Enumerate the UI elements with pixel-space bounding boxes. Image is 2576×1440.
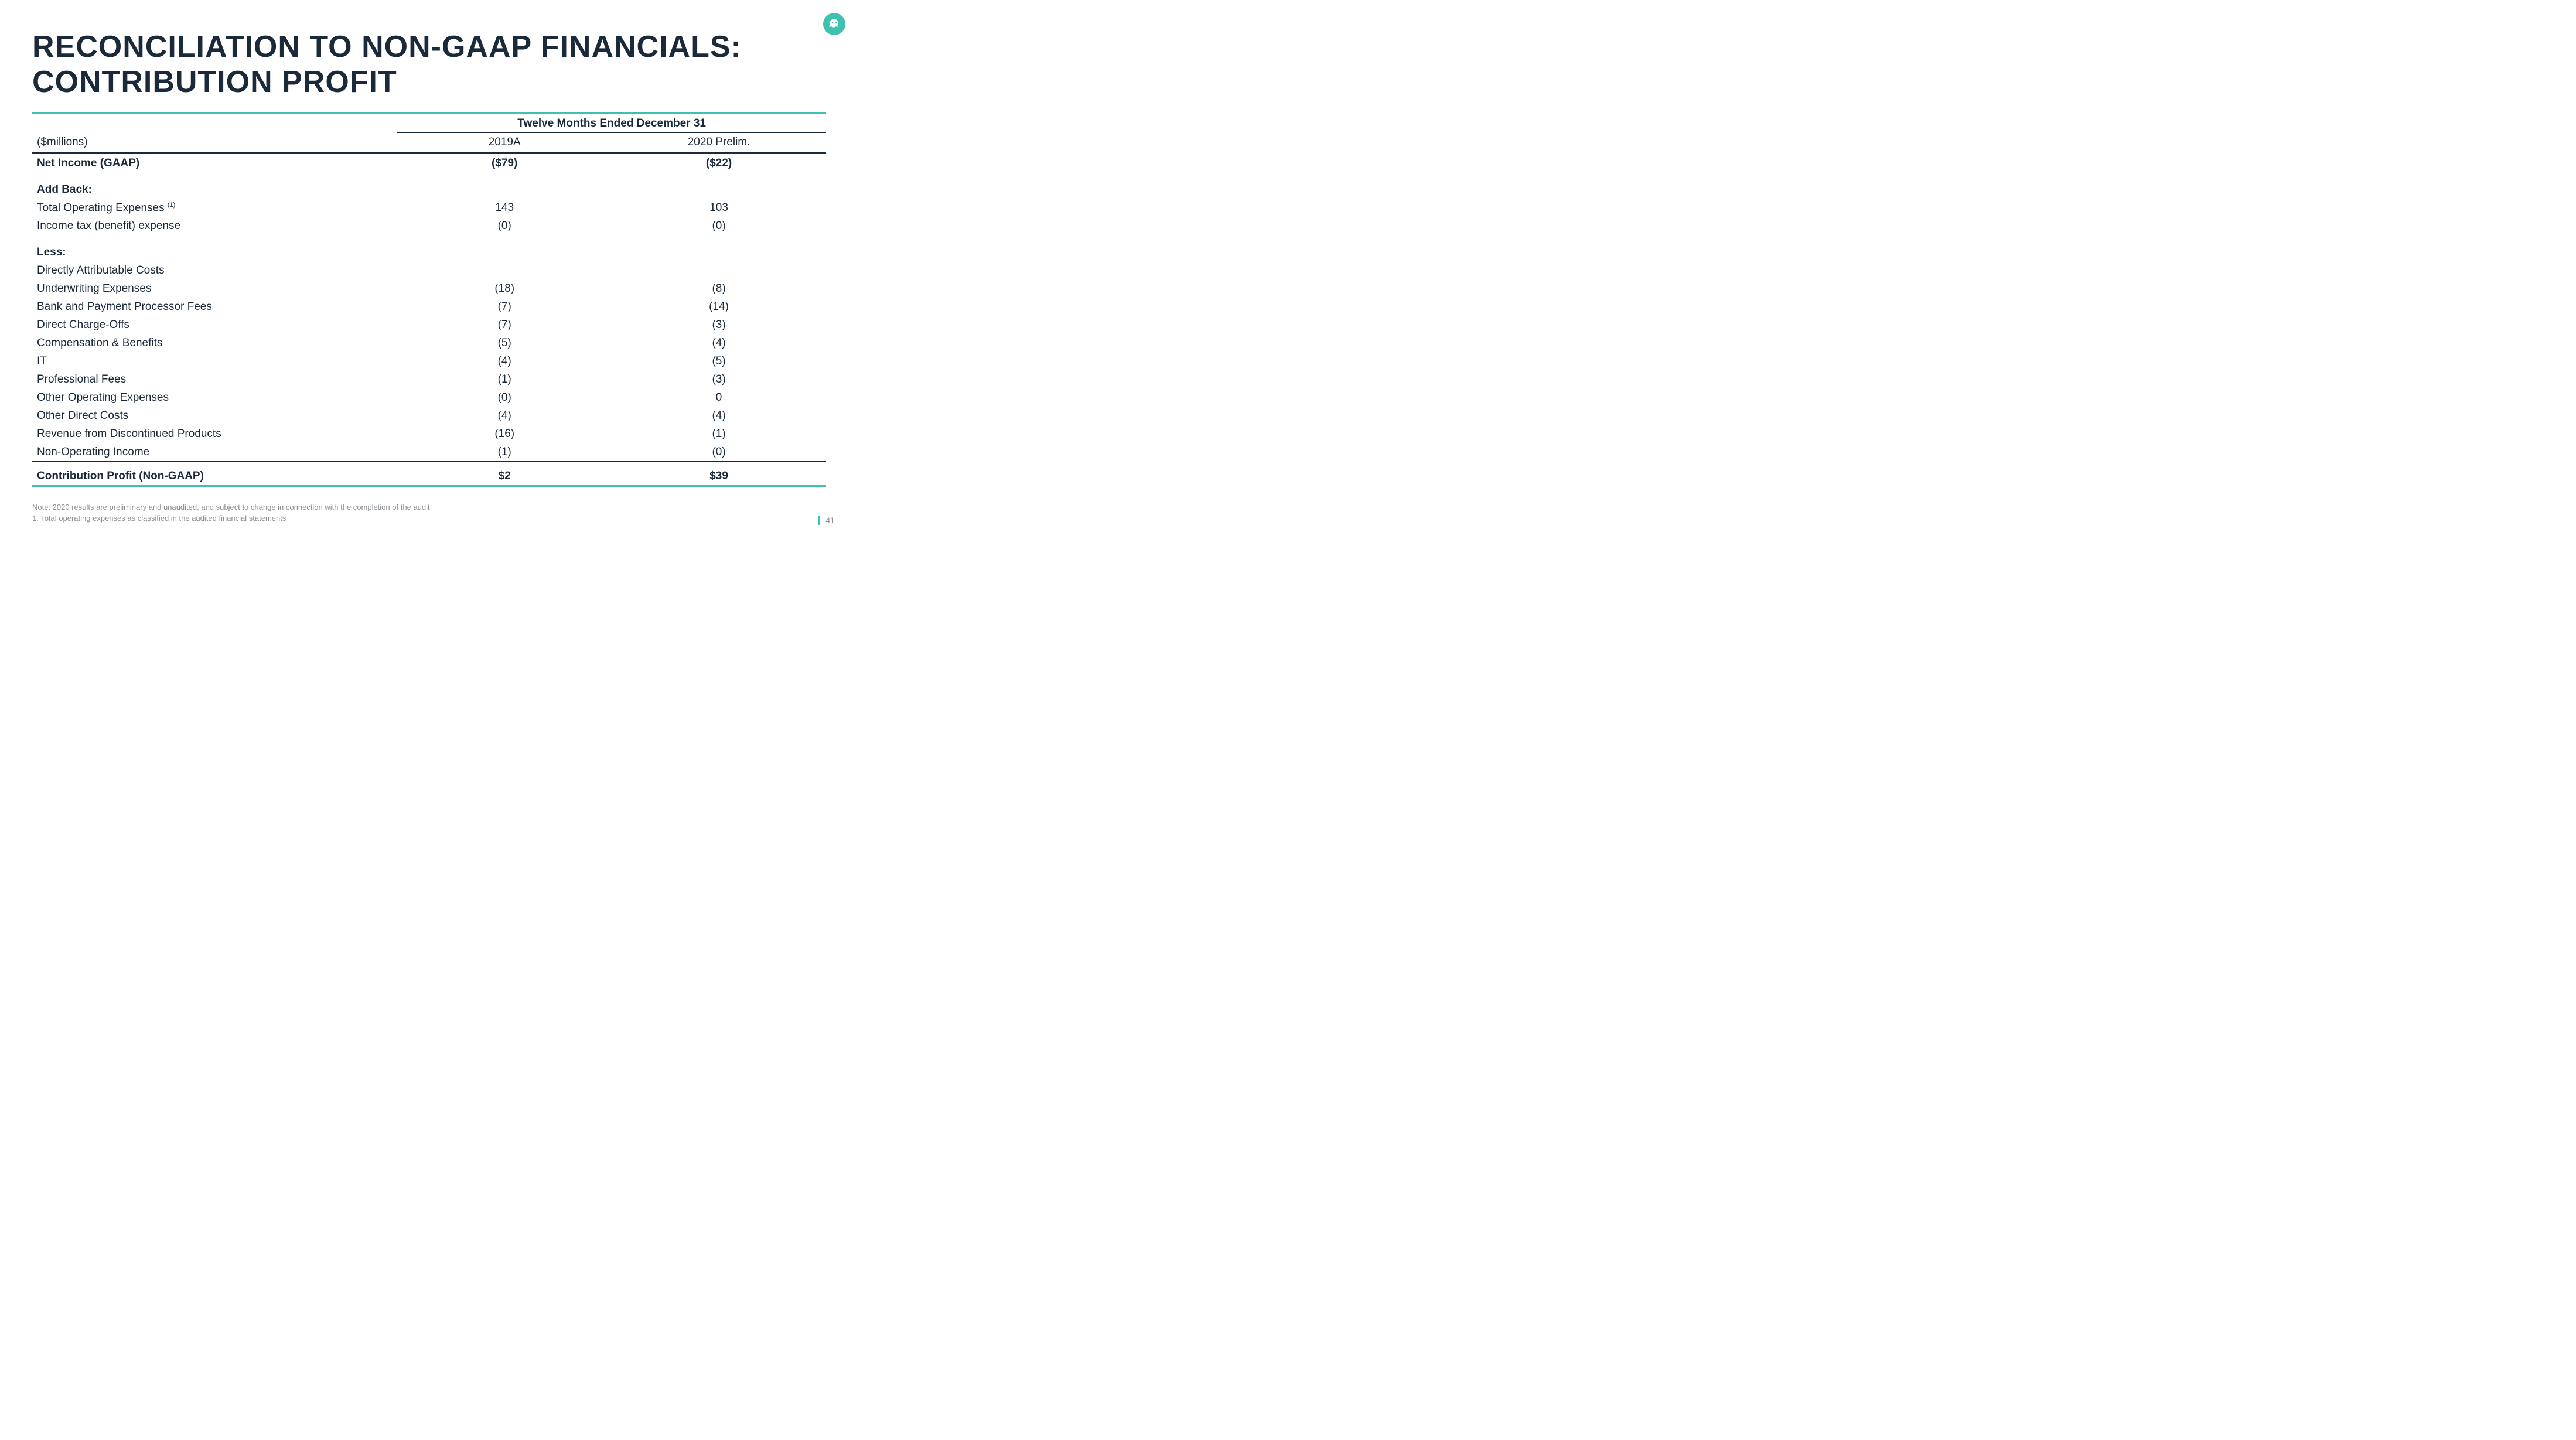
table-row: Non-Operating Income(1)(0) <box>32 443 826 462</box>
table-row: Compensation & Benefits(5)(4) <box>32 334 826 352</box>
row-value: (18) <box>397 279 612 298</box>
row-value: (0) <box>612 443 826 462</box>
page-title: RECONCILIATION TO NON-GAAP FINANCIALS: C… <box>32 29 826 100</box>
row-label: Directly Attributable Costs <box>32 261 397 279</box>
table-row: Add Back: <box>32 180 826 199</box>
row-value <box>612 261 826 279</box>
table-row: Underwriting Expenses(18)(8) <box>32 279 826 298</box>
row-value: (4) <box>612 407 826 425</box>
reconciliation-table: Twelve Months Ended December 31 ($millio… <box>32 112 826 487</box>
row-value <box>612 243 826 261</box>
row-label: Other Operating Expenses <box>32 388 397 407</box>
column-header-2019: 2019A <box>397 133 612 153</box>
row-value: (3) <box>612 316 826 334</box>
table-row: Less: <box>32 243 826 261</box>
unit-label: ($millions) <box>32 133 397 153</box>
row-label: Non-Operating Income <box>32 443 397 462</box>
row-label: Net Income (GAAP) <box>32 153 397 173</box>
row-label: Total Operating Expenses (1) <box>32 199 397 217</box>
row-value: ($79) <box>397 153 612 173</box>
row-value: (5) <box>397 334 612 352</box>
table-row: Contribution Profit (Non-GAAP)$2$39 <box>32 467 826 485</box>
table-row: IT(4)(5) <box>32 352 826 370</box>
table-row: Revenue from Discontinued Products(16)(1… <box>32 425 826 443</box>
row-label: Income tax (benefit) expense <box>32 217 397 235</box>
row-value: (0) <box>612 217 826 235</box>
row-label: Less: <box>32 243 397 261</box>
row-label: Bank and Payment Processor Fees <box>32 298 397 316</box>
row-value: 0 <box>612 388 826 407</box>
row-label: Professional Fees <box>32 370 397 388</box>
column-header-2020: 2020 Prelim. <box>612 133 826 153</box>
table-row: Direct Charge-Offs(7)(3) <box>32 316 826 334</box>
row-value: (1) <box>612 425 826 443</box>
row-label: Underwriting Expenses <box>32 279 397 298</box>
row-value <box>397 180 612 199</box>
row-value: (0) <box>397 388 612 407</box>
table-row: Other Direct Costs(4)(4) <box>32 407 826 425</box>
brand-logo <box>823 13 845 35</box>
lion-icon <box>827 17 841 31</box>
row-value: 103 <box>612 199 826 217</box>
table-row <box>32 235 826 243</box>
table-row: Directly Attributable Costs <box>32 261 826 279</box>
row-label: Add Back: <box>32 180 397 199</box>
page-number: 41 <box>818 516 835 525</box>
row-label: IT <box>32 352 397 370</box>
row-label: Other Direct Costs <box>32 407 397 425</box>
table-row <box>32 462 826 468</box>
footnote-item1: 1. Total operating expenses as classifie… <box>32 513 826 524</box>
row-label: Contribution Profit (Non-GAAP) <box>32 467 397 485</box>
row-value: (8) <box>612 279 826 298</box>
table-body: Net Income (GAAP)($79)($22) Add Back:Tota… <box>32 153 826 486</box>
row-value: (3) <box>612 370 826 388</box>
row-value: (5) <box>612 352 826 370</box>
row-value: (14) <box>612 298 826 316</box>
table-row: Bank and Payment Processor Fees(7)(14) <box>32 298 826 316</box>
row-value: (7) <box>397 316 612 334</box>
table-row: Income tax (benefit) expense(0)(0) <box>32 217 826 235</box>
table-row <box>32 172 826 180</box>
row-label: Revenue from Discontinued Products <box>32 425 397 443</box>
row-value: $2 <box>397 467 612 485</box>
row-value: (4) <box>397 407 612 425</box>
row-value <box>612 180 826 199</box>
row-value <box>397 243 612 261</box>
table-bottom-rule <box>32 485 826 487</box>
row-value: (0) <box>397 217 612 235</box>
table-row: Professional Fees(1)(3) <box>32 370 826 388</box>
row-value: (4) <box>612 334 826 352</box>
row-label: Direct Charge-Offs <box>32 316 397 334</box>
table-row: Other Operating Expenses(0)0 <box>32 388 826 407</box>
row-value: 143 <box>397 199 612 217</box>
footnotes: Note: 2020 results are preliminary and u… <box>32 502 826 523</box>
footnote-note: Note: 2020 results are preliminary and u… <box>32 502 826 513</box>
row-value: (4) <box>397 352 612 370</box>
row-value: (16) <box>397 425 612 443</box>
row-value: $39 <box>612 467 826 485</box>
row-value: (1) <box>397 443 612 462</box>
table-row: Total Operating Expenses (1)143103 <box>32 199 826 217</box>
row-value: (1) <box>397 370 612 388</box>
row-value: ($22) <box>612 153 826 173</box>
row-label: Compensation & Benefits <box>32 334 397 352</box>
row-value: (7) <box>397 298 612 316</box>
period-span-header: Twelve Months Ended December 31 <box>397 114 826 133</box>
row-value <box>397 261 612 279</box>
table-row: Net Income (GAAP)($79)($22) <box>32 153 826 173</box>
